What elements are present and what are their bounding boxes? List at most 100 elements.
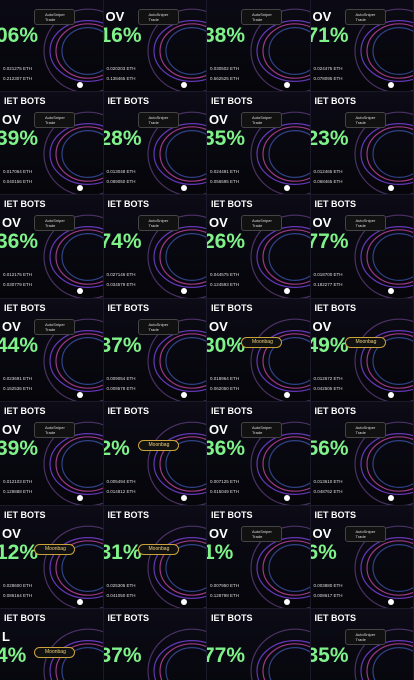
orb-art bbox=[353, 215, 414, 298]
badge: AutoSniper Trade bbox=[137, 8, 179, 25]
tile: IET BOTS OV6% AutoSniper Trade 0.003880 ETH… bbox=[310, 505, 414, 609]
percent: 39% bbox=[0, 437, 39, 461]
orb-art bbox=[43, 111, 103, 195]
tile: IET BOTS 31% Moonbag 0.025305 ETH 0.041050 E… bbox=[103, 505, 207, 609]
section-header: IET BOTS bbox=[107, 302, 150, 313]
section-header: IET BOTS bbox=[211, 96, 253, 106]
eth-amount: 0.182277 ETH bbox=[313, 282, 343, 288]
orb-art bbox=[146, 8, 207, 91]
eth-amount: 0.027146 ETH bbox=[106, 272, 136, 278]
tile: IET BOTS OV 26% AutoSniper Trade 0.044575 ET… bbox=[207, 195, 311, 299]
token-label: OV bbox=[209, 112, 228, 127]
eth-amount: 0.007125 ETH bbox=[210, 479, 240, 485]
eth-amount: 0.013048 ETH bbox=[106, 169, 136, 174]
percent: 26% bbox=[207, 230, 246, 254]
badge: Moonbag bbox=[137, 440, 179, 452]
eth-amount: 0.018964 ETH bbox=[210, 375, 240, 381]
percent: 49% bbox=[310, 333, 349, 357]
orb-art bbox=[353, 111, 414, 195]
orb-art bbox=[43, 421, 103, 505]
tile: IET BOTS OV 77% AutoSniper Trade 0.018700 ET… bbox=[310, 195, 414, 299]
section-header: IET BOTS bbox=[107, 199, 150, 210]
orb-art bbox=[146, 111, 207, 195]
tile: IET BOTS 28% AutoSniper Trade 0.013048 ETH 0… bbox=[103, 92, 207, 196]
orb-art bbox=[250, 421, 310, 505]
percent: 37% bbox=[103, 333, 142, 357]
tile: IET BOTS OV 35% AutoSniper Trade 0.024491 ET… bbox=[207, 92, 311, 196]
badge: Moonbag bbox=[34, 647, 75, 658]
orb-art bbox=[250, 628, 310, 680]
section-header: IET BOTS bbox=[211, 406, 253, 417]
eth-amount: 0.005494 ETH bbox=[106, 479, 136, 485]
tile: IET BOTS 23% AutoSniper Trade 0.012465 ETH 0… bbox=[310, 92, 414, 196]
eth-amount: 0.128798 ETH bbox=[210, 592, 240, 598]
tile: IET BOTS 2% Moonbag 0.005494 ETH 0.014812 ET… bbox=[103, 402, 207, 506]
section-header: IET BOTS bbox=[314, 613, 357, 623]
badge: AutoSniper Trade bbox=[137, 112, 179, 128]
orb-art bbox=[353, 421, 414, 505]
badge: Moonbag bbox=[34, 543, 75, 555]
orb-art bbox=[353, 525, 414, 608]
token-label: OV bbox=[209, 215, 228, 231]
percent: 35% bbox=[207, 127, 246, 150]
tile: OV 71% AutoSniper Trade 0.024475 ETH 0.07809… bbox=[310, 0, 414, 92]
eth-amount: 0.003880 ETH bbox=[313, 582, 343, 588]
badge: AutoSniper Trade bbox=[344, 8, 386, 25]
eth-amount: 0.042505 ETH bbox=[313, 385, 343, 391]
percent: 12% bbox=[0, 540, 39, 564]
tile: 06% AutoSniper Trade 0.021275 ETH 0.212307 … bbox=[0, 0, 104, 92]
percent: 38% bbox=[207, 23, 246, 47]
eth-amount: 0.012175 ETH bbox=[3, 272, 33, 278]
eth-amount: 0.056595 ETH bbox=[210, 179, 240, 184]
percent: 36% bbox=[207, 437, 246, 461]
eth-amount: 0.009578 ETH bbox=[106, 385, 136, 391]
eth-amount: 0.012672 ETH bbox=[313, 375, 343, 381]
orb-art bbox=[43, 628, 103, 680]
section-header: IET BOTS bbox=[107, 509, 150, 520]
percent: 37% bbox=[103, 644, 142, 667]
eth-amount: 0.152536 ETH bbox=[3, 385, 33, 391]
orb-art bbox=[146, 215, 207, 298]
tile: IET BOTS 56% AutoSniper Trade 0.013610 ETH 0… bbox=[310, 402, 414, 506]
token-label: OV bbox=[312, 525, 332, 541]
orb-art bbox=[250, 215, 310, 298]
tile: IET BOTS OV 49% Moonbag 0.012672 ETH 0.042505… bbox=[310, 298, 414, 403]
orb-art bbox=[43, 525, 103, 608]
eth-amount: 0.030779 ETH bbox=[3, 282, 33, 288]
badge: AutoSniper Trade bbox=[34, 112, 75, 128]
orb-art bbox=[43, 8, 103, 91]
eth-amount: 0.021275 ETH bbox=[3, 65, 33, 71]
token-label: OV bbox=[312, 215, 332, 231]
badge: AutoSniper Trade bbox=[34, 318, 75, 335]
percent: 36% bbox=[0, 230, 39, 254]
section-header: IET BOTS bbox=[4, 199, 46, 210]
tile: OV 16% AutoSniper Trade 0.020203 ETH 0.13846… bbox=[103, 0, 207, 92]
section-header: IET BOTS bbox=[4, 302, 46, 313]
eth-amount: 0.008617 ETH bbox=[313, 592, 343, 598]
badge: AutoSniper Trade bbox=[241, 525, 282, 542]
token-label: OV bbox=[105, 8, 125, 24]
tile: IET BOTS 37% AutoSniper Trade 0.009054 ETH 0… bbox=[103, 298, 207, 403]
badge: AutoSniper Trade bbox=[241, 215, 282, 232]
tile: IET BOTS OV 44% AutoSniper Trade 0.023691 ET… bbox=[0, 298, 104, 403]
percent: 06% bbox=[0, 23, 39, 47]
token-label: L bbox=[2, 629, 10, 644]
orb-art bbox=[353, 8, 414, 91]
token-label: OV bbox=[209, 318, 228, 334]
percent: 71% bbox=[310, 23, 349, 47]
percent: 4% bbox=[0, 644, 27, 667]
percent: 77% bbox=[207, 644, 246, 667]
percent: 31% bbox=[103, 540, 142, 564]
eth-amount: 0.086164 ETH bbox=[3, 592, 33, 598]
percent: 77% bbox=[310, 230, 349, 254]
eth-amount: 0.078095 ETH bbox=[313, 75, 343, 81]
token-label: OV bbox=[2, 215, 21, 231]
orb-art bbox=[146, 525, 207, 608]
section-header: IET BOTS bbox=[314, 509, 357, 520]
percent: 44% bbox=[0, 333, 39, 357]
token-label: OV bbox=[2, 112, 21, 127]
eth-amount: 0.024475 ETH bbox=[313, 65, 343, 71]
eth-amount: 0.044575 ETH bbox=[210, 272, 240, 278]
eth-amount: 0.018700 ETH bbox=[313, 272, 343, 278]
